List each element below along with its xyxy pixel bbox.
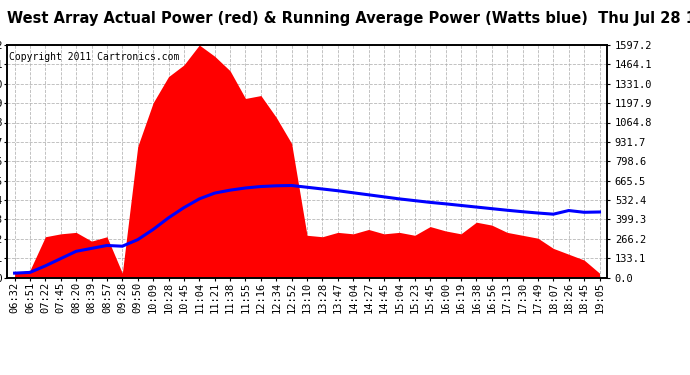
Text: Copyright 2011 Cartronics.com: Copyright 2011 Cartronics.com (9, 52, 179, 62)
Text: West Array Actual Power (red) & Running Average Power (Watts blue)  Thu Jul 28 1: West Array Actual Power (red) & Running … (7, 11, 690, 26)
